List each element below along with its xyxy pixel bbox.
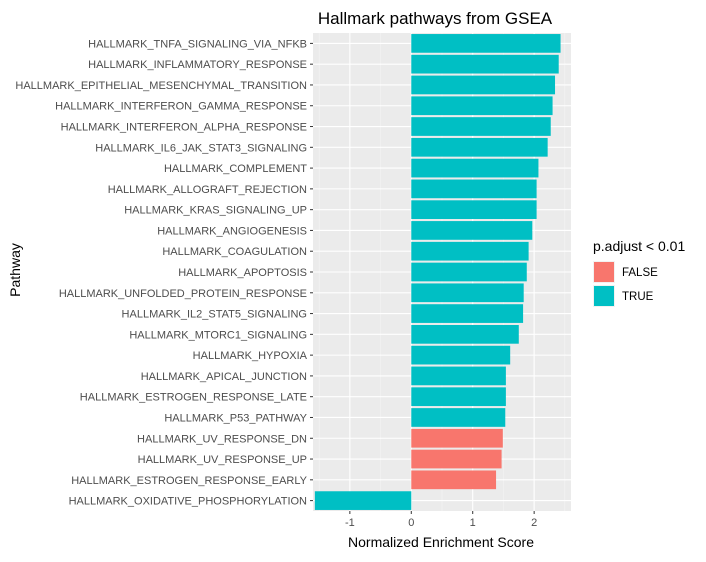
legend: p.adjust < 0.01 FALSE TRUE [593,238,685,307]
x-tick-label: -1 [345,517,355,529]
y-tick-label: HALLMARK_KRAS_SIGNALING_UP [124,205,307,217]
x-tick-labels: -1 0 1 2 [345,511,537,529]
bar [411,34,561,53]
y-tick-label: HALLMARK_COAGULATION [162,246,307,258]
bar [411,345,511,365]
y-tick-label: HALLMARK_APICAL_JUNCTION [141,371,307,383]
y-tick-labels: HALLMARK_TNFA_SIGNALING_VIA_NFKB HALLMARK… [15,38,313,508]
bar [411,449,502,469]
bar [411,262,527,282]
y-tick-label: HALLMARK_EPITHELIAL_MESENCHYMAL_TRANSITI… [15,80,307,92]
legend-swatch [594,262,614,282]
y-tick-label: HALLMARK_ANGIOGENESIS [157,225,307,237]
y-tick-label: HALLMARK_APOPTOSIS [178,267,307,279]
bar [411,75,556,95]
y-tick-label: HALLMARK_TNFA_SIGNALING_VIA_NFKB [88,38,307,50]
x-axis-title: Normalized Enrichment Score [348,534,534,550]
bar [411,54,559,74]
y-tick-label: HALLMARK_COMPLEMENT [164,163,307,175]
legend-label: TRUE [622,291,654,303]
y-tick-label: HALLMARK_ALLOGRAFT_REJECTION [108,184,307,196]
bar [411,117,551,136]
y-tick-label: HALLMARK_OXIDATIVE_PHOSPHORYLATION [69,496,307,508]
y-tick-label: HALLMARK_UNFOLDED_PROTEIN_RESPONSE [59,288,307,300]
y-tick-label: HALLMARK_UV_RESPONSE_DN [137,433,307,445]
y-tick-label: HALLMARK_INTERFERON_GAMMA_RESPONSE [55,101,307,113]
bar [411,387,506,407]
y-tick-label: HALLMARK_HYPOXIA [193,350,308,362]
legend-swatch [594,286,614,306]
bar [411,428,503,448]
bar [411,324,519,344]
legend-label: FALSE [622,267,658,279]
y-tick-label: HALLMARK_INTERFERON_ALPHA_RESPONSE [61,122,307,134]
y-tick-label: HALLMARK_IL6_JAK_STAT3_SIGNALING [95,142,307,154]
bar [411,179,537,199]
y-tick-label: HALLMARK_UV_RESPONSE_UP [138,454,307,466]
x-tick-label: 0 [408,517,414,529]
bar [411,96,553,116]
bar [411,470,497,490]
bar [411,241,529,261]
y-tick-label: HALLMARK_MTORC1_SIGNALING [129,329,307,341]
bar [411,158,539,178]
bar [411,408,506,427]
y-tick-label: HALLMARK_IL2_STAT5_SIGNALING [122,309,307,321]
bar [411,137,548,157]
y-tick-label: HALLMARK_ESTROGEN_RESPONSE_EARLY [71,475,307,487]
bar [411,283,524,303]
bar [411,200,537,220]
y-axis-title: Pathway [7,243,23,297]
y-tick-label: HALLMARK_P53_PATHWAY [164,412,307,424]
bar [314,491,412,510]
y-tick-label: HALLMARK_INFLAMMATORY_RESPONSE [88,59,307,71]
y-tick-label: HALLMARK_ESTROGEN_RESPONSE_LATE [80,392,307,404]
bar [411,366,506,386]
x-tick-label: 1 [470,517,476,529]
bars [314,34,561,510]
bar [411,221,533,240]
bar [411,304,524,323]
legend-title: p.adjust < 0.01 [593,238,685,254]
x-tick-label: 2 [531,517,537,529]
chart-title: Hallmark pathways from GSEA [318,9,553,28]
